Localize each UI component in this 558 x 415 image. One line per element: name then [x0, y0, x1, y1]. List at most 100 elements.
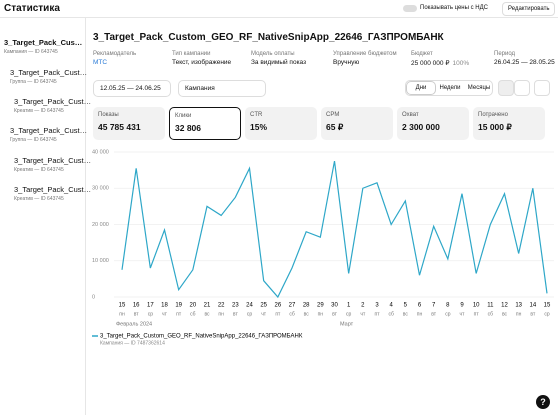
metric-card[interactable]: CTR 15% — [245, 107, 317, 140]
x-weekday-label: вс — [403, 311, 409, 317]
x-weekday-label: пн — [119, 311, 125, 317]
field-value: Вручную — [333, 59, 397, 66]
date-range[interactable]: 12.05.25 — 24.06.25 — [93, 80, 171, 97]
x-tick-label: 2 — [361, 303, 365, 309]
sidebar-item-meta: Креатив — ID 643745 — [14, 108, 64, 114]
edit-button[interactable]: Редактировать — [502, 2, 556, 16]
x-tick-label: 1 — [347, 303, 351, 309]
x-tick-label: 26 — [274, 303, 281, 309]
sidebar-item-meta: Группа — ID 643745 — [10, 137, 57, 143]
x-weekday-label: вт — [530, 311, 536, 317]
field-extra: 100% — [452, 60, 470, 67]
metric-value: 65 ₽ — [326, 122, 344, 132]
sidebar-item[interactable]: 3_Target_Pack_Cust… Креатив — ID 643745 — [14, 97, 91, 114]
field-label: Бюджет — [411, 51, 433, 57]
x-weekday-label: пн — [218, 311, 224, 317]
month-label: Февраль 2024 — [116, 321, 152, 327]
campaign-title: 3_Target_Pack_Custom_GEO_RF_NativeSnipAp… — [93, 32, 444, 43]
campaign-field: Модель оплаты За видимый показ — [251, 51, 306, 66]
x-weekday-label: вс — [204, 311, 210, 317]
field-value: 25 000 000 ₽100% — [411, 59, 469, 67]
metric-card[interactable]: Клики 32 806 — [169, 107, 241, 140]
x-weekday-label: пн — [318, 311, 324, 317]
x-weekday-label: вт — [431, 311, 437, 317]
x-weekday-label: чт — [360, 311, 366, 317]
metric-value: 2 300 000 — [402, 122, 440, 132]
metric-label: Охват — [402, 112, 419, 118]
sidebar-item[interactable]: 3_Target_Pack_Cust… Креатив — ID 643745 — [14, 156, 91, 173]
x-tick-label: 9 — [460, 303, 464, 309]
x-weekday-label: ср — [445, 311, 451, 317]
date-range-text: 12.05.25 — 24.06.25 — [100, 85, 161, 92]
x-tick-label: 29 — [317, 303, 324, 309]
x-weekday-label: чт — [460, 311, 466, 317]
field-label: Управление бюджетом — [333, 51, 397, 57]
campaign-field: Рекламодатель МТС — [93, 51, 136, 66]
x-weekday-label: ср — [544, 311, 550, 317]
sidebar-item-name: 3_Target_Pack_Cust… — [14, 185, 92, 194]
field-value: Текст, изображение — [172, 59, 231, 66]
x-weekday-label: сб — [190, 311, 196, 317]
x-weekday-label: чт — [162, 311, 168, 317]
sidebar-item[interactable]: 3_Target_Pack_Cust… Креатив — ID 643745 — [14, 185, 91, 202]
help-button[interactable]: ? — [536, 395, 550, 409]
y-tick-label: 40 000 — [92, 149, 109, 155]
x-tick-label: 15 — [544, 303, 551, 309]
x-weekday-label: сб — [289, 311, 295, 317]
vat-toggle[interactable] — [403, 5, 417, 12]
period-tab[interactable]: Недели — [439, 85, 461, 91]
sidebar-item[interactable]: 3_Target_Pack_Cust… Группа — ID 643745 — [10, 68, 87, 85]
x-tick-label: 13 — [515, 303, 522, 309]
x-tick-label: 21 — [204, 303, 211, 309]
level-select[interactable]: Кампания — [178, 80, 266, 97]
x-weekday-label: вт — [233, 311, 239, 317]
x-weekday-label: вс — [502, 311, 508, 317]
x-tick-label: 3 — [375, 303, 379, 309]
metric-card[interactable]: Показы 45 785 431 — [93, 107, 165, 140]
campaign-field: Период 26.04.25 — 28.05.25 — [494, 51, 555, 66]
period-tab[interactable]: Месяцы — [467, 85, 491, 91]
table-view-button[interactable] — [514, 80, 530, 96]
x-weekday-label: сб — [388, 311, 394, 317]
metric-card[interactable]: Потрачено 15 000 ₽ — [473, 107, 545, 140]
x-weekday-label: чт — [261, 311, 267, 317]
x-tick-label: 24 — [246, 303, 253, 309]
sidebar-item[interactable]: 3_Target_Pack_Cust… Группа — ID 643745 — [10, 126, 87, 143]
field-label: Рекламодатель — [93, 51, 137, 57]
data-line — [121, 160, 548, 299]
sidebar-item-name: 3_Target_Pack_Cust… — [10, 126, 88, 135]
x-tick-label: 6 — [418, 303, 422, 309]
metric-card[interactable]: CPM 65 ₽ — [321, 107, 393, 140]
field-label: Модель оплаты — [251, 51, 295, 57]
top-bar: Статистика Показывать цены с НДС Редакти… — [0, 0, 558, 18]
x-tick-label: 16 — [133, 303, 140, 309]
field-value: 26.04.25 — 28.05.25 — [494, 59, 555, 66]
y-tick-label: 30 000 — [92, 186, 109, 192]
x-weekday-label: ср — [247, 311, 253, 317]
period-tab[interactable]: Дни — [407, 82, 435, 94]
sidebar-item-name: 3_Target_Pack_Cus… — [4, 38, 83, 47]
campaign-field: Бюджет 25 000 000 ₽100% — [411, 51, 469, 67]
x-tick-label: 4 — [389, 303, 393, 309]
metric-value: 15% — [250, 122, 268, 132]
x-weekday-label: пн — [516, 311, 522, 317]
field-value-text: МТС — [93, 59, 108, 66]
sidebar-item-name: 3_Target_Pack_Cust… — [14, 97, 92, 106]
level-text: Кампания — [185, 85, 215, 92]
sidebar-item-meta: Группа — ID 643745 — [10, 79, 57, 85]
field-value-text: 26.04.25 — 28.05.25 — [494, 59, 555, 66]
x-tick-label: 5 — [404, 303, 408, 309]
metric-label: Клики — [175, 113, 192, 119]
metric-card[interactable]: Охват 2 300 000 — [397, 107, 469, 140]
x-tick-label: 30 — [331, 303, 338, 309]
legend-label: 3_Target_Pack_Custom_GEO_RF_NativeSnipAp… — [100, 334, 303, 340]
x-weekday-label: вс — [304, 311, 310, 317]
chart-view-button[interactable] — [498, 80, 514, 96]
download-button[interactable] — [534, 80, 550, 96]
x-tick-label: 20 — [189, 303, 196, 309]
x-weekday-label: пт — [275, 311, 281, 317]
x-weekday-label: вт — [134, 311, 140, 317]
vat-toggle-label[interactable]: Показывать цены с НДС — [420, 5, 489, 11]
x-tick-label: 10 — [473, 303, 480, 309]
sidebar-item[interactable]: 3_Target_Pack_Cus… Кампания — ID 643745 — [4, 38, 82, 55]
